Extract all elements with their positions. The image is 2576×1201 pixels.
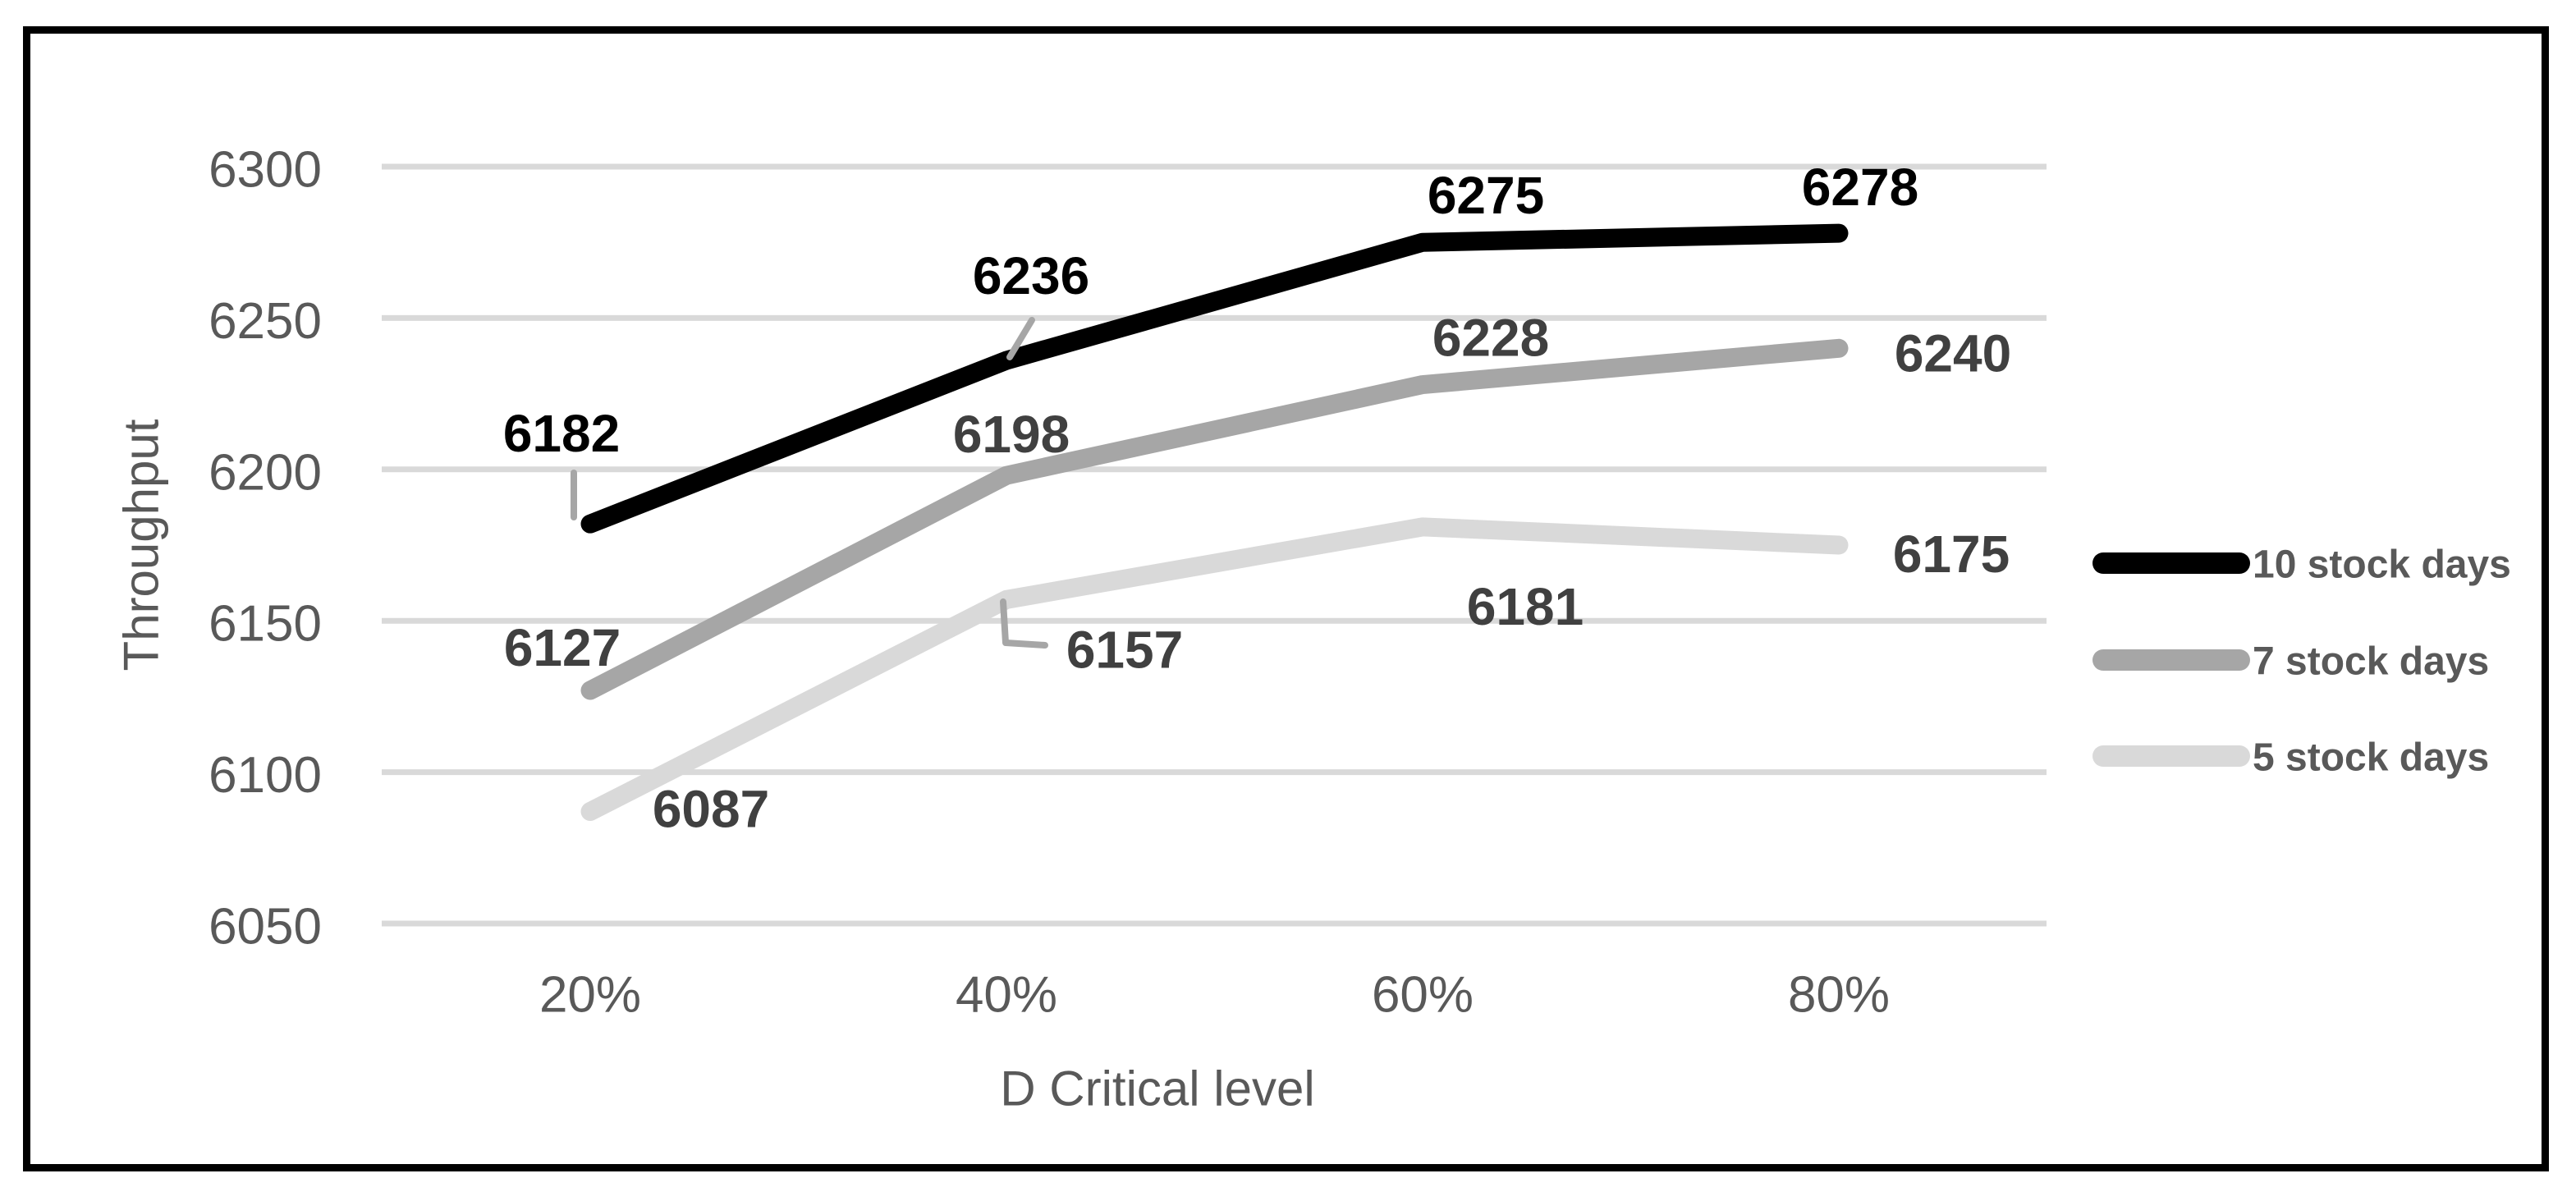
x-tick-label: 20%	[539, 967, 641, 1024]
x-axis-tick-labels: 20% 40% 60% 80%	[539, 967, 1890, 1024]
legend-item[interactable]: 5 stock days	[2092, 736, 2489, 780]
series-line-7-stock-days	[580, 338, 1849, 700]
data-label: 6278	[1802, 158, 1918, 217]
data-label: 6127	[504, 618, 621, 677]
legend-item[interactable]: 10 stock days	[2092, 543, 2511, 587]
data-label: 6157	[1066, 620, 1183, 679]
data-label: 6087	[653, 780, 769, 839]
data-label: 6275	[1428, 166, 1544, 225]
y-axis-title: Throughput	[114, 419, 169, 671]
chart-frame-border	[23, 26, 2549, 1171]
y-tick-label: 6150	[209, 596, 322, 653]
legend: 10 stock days 7 stock days 5 stock days	[2092, 543, 2511, 780]
data-label-leader-line	[1000, 598, 1048, 649]
x-tick-label: 80%	[1788, 967, 1890, 1024]
data-label: 6228	[1432, 309, 1549, 368]
series-line-5-stock-days	[580, 517, 1849, 822]
data-label: 6240	[1895, 323, 2011, 383]
y-tick-label: 6100	[209, 747, 322, 804]
data-labels-group: 6182 6236 6275 6278 6127 6198 6228 6240 6087 6157…	[503, 158, 2011, 838]
y-tick-label: 6250	[209, 293, 322, 350]
y-axis-tick-labels: 6050 6100 6150 6200 6250 6300	[209, 142, 322, 956]
legend-label: 5 stock days	[2253, 736, 2489, 780]
data-label: 6181	[1467, 577, 1584, 636]
legend-label: 10 stock days	[2253, 543, 2511, 587]
x-tick-label: 60%	[1372, 967, 1474, 1024]
legend-item[interactable]: 7 stock days	[2092, 640, 2489, 684]
data-label: 6182	[503, 404, 620, 463]
y-tick-label: 6050	[209, 899, 322, 956]
y-tick-label: 6200	[209, 444, 322, 501]
y-tick-label: 6300	[209, 142, 322, 199]
legend-label: 7 stock days	[2253, 640, 2489, 684]
x-axis-title: D Critical level	[1000, 1061, 1314, 1116]
data-label: 6175	[1893, 525, 2010, 584]
data-label-leader-line	[1006, 317, 1035, 360]
data-label: 6198	[953, 405, 1070, 464]
data-label: 6236	[973, 246, 1089, 305]
series-line-10-stock-days	[580, 223, 1849, 534]
x-tick-label: 40%	[956, 967, 1057, 1024]
leader-lines-group	[571, 317, 1048, 649]
series-lines-group	[580, 223, 1849, 822]
